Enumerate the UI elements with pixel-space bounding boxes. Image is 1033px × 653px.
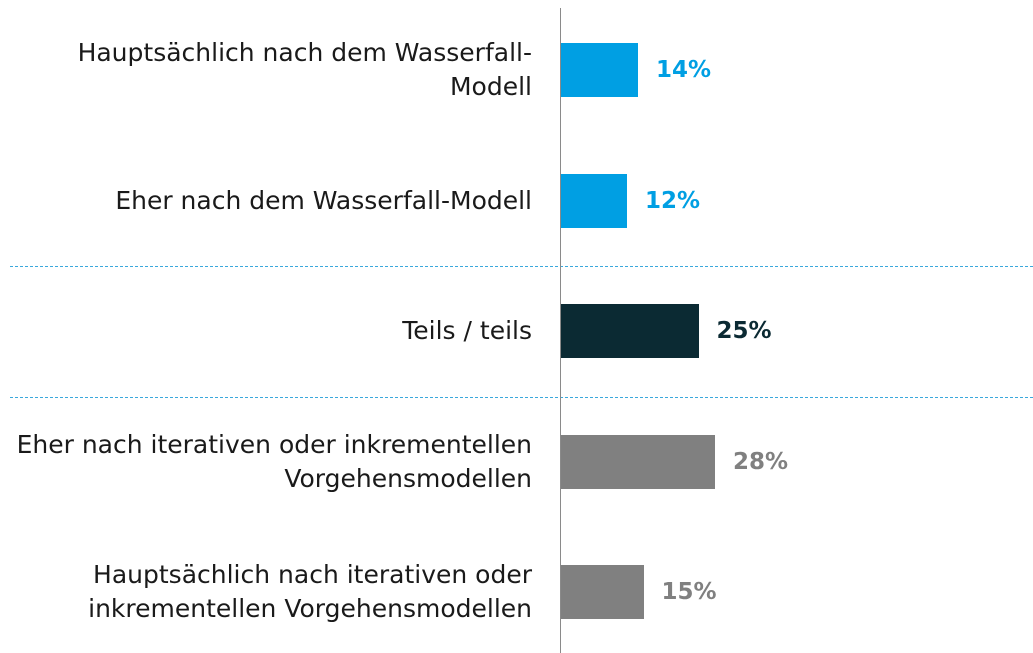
separator: [10, 397, 1033, 398]
separator: [10, 266, 1033, 267]
bar: [561, 434, 715, 489]
bar: [561, 173, 627, 228]
bar: [561, 565, 644, 619]
value-label: 12%: [645, 187, 701, 214]
axis-line: [560, 8, 561, 653]
value-label: 28%: [733, 448, 789, 475]
category-label: Hauptsächlich nach iterativen oder inkre…: [88, 560, 532, 623]
value-label: 25%: [716, 318, 772, 344]
bar: [561, 43, 638, 97]
value-label: 15%: [661, 579, 717, 605]
category-label: Eher nach dem Wasserfall-Modell: [115, 185, 532, 215]
category-label: Teils / teils: [402, 316, 532, 345]
bar: [561, 304, 699, 358]
category-label: Hauptsächlich nach dem Wasserfall-Modell: [77, 38, 532, 101]
value-label: 14%: [656, 57, 712, 83]
category-label: Eher nach iterativen oder inkrementellen…: [16, 429, 532, 493]
